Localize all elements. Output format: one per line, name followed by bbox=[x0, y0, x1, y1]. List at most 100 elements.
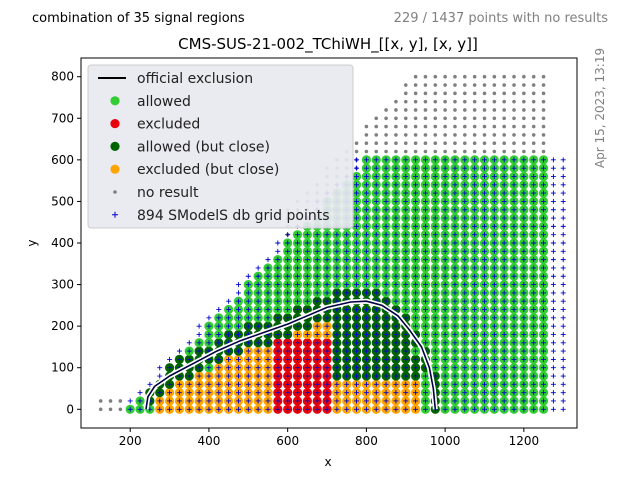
grid-point-marker bbox=[442, 207, 448, 213]
grid-point-marker bbox=[560, 365, 566, 371]
grid-point-marker bbox=[216, 390, 222, 396]
grid-point-marker bbox=[304, 290, 310, 296]
grid-point-marker bbox=[403, 198, 409, 204]
grid-point-marker bbox=[452, 173, 458, 179]
grid-point-marker bbox=[481, 298, 487, 304]
grid-point-marker bbox=[137, 398, 143, 404]
grid-point-marker bbox=[373, 406, 379, 412]
grid-point-marker bbox=[560, 331, 566, 337]
grid-point-marker bbox=[511, 182, 517, 188]
grid-point-marker bbox=[413, 406, 419, 412]
grid-point-marker bbox=[285, 381, 291, 387]
grid-point-marker bbox=[324, 356, 330, 362]
no-result-point bbox=[502, 124, 506, 129]
no-result-point bbox=[374, 116, 379, 121]
no-result-point bbox=[453, 149, 457, 154]
grid-point-marker bbox=[255, 398, 261, 404]
grid-point-marker bbox=[422, 298, 428, 304]
grid-point-marker bbox=[432, 273, 438, 279]
grid-point-marker bbox=[550, 207, 556, 213]
grid-point-marker bbox=[481, 215, 487, 221]
no-result-point bbox=[453, 133, 457, 137]
grid-point-marker bbox=[511, 232, 517, 238]
grid-point-marker bbox=[472, 190, 478, 196]
grid-point-marker bbox=[383, 348, 389, 354]
grid-point-marker bbox=[373, 215, 379, 221]
grid-point-marker bbox=[462, 398, 468, 404]
no-result-point bbox=[394, 108, 398, 112]
grid-point-marker bbox=[235, 373, 241, 379]
grid-point-marker bbox=[275, 265, 281, 271]
no-result-point bbox=[531, 91, 536, 96]
grid-point-marker bbox=[413, 323, 419, 329]
grid-point-marker bbox=[481, 315, 487, 321]
grid-point-marker bbox=[383, 356, 389, 362]
grid-point-marker bbox=[462, 198, 468, 204]
grid-point-marker bbox=[354, 373, 360, 379]
grid-point-marker bbox=[295, 273, 301, 279]
grid-point-marker bbox=[432, 307, 438, 313]
grid-point-marker bbox=[462, 365, 468, 371]
no-result-point bbox=[384, 133, 388, 137]
no-result-point bbox=[433, 149, 438, 154]
grid-point-marker bbox=[137, 406, 143, 412]
grid-point-marker bbox=[521, 165, 527, 171]
no-result-point bbox=[522, 74, 526, 79]
grid-point-marker bbox=[393, 215, 399, 221]
grid-point-marker bbox=[531, 323, 537, 329]
grid-point-marker bbox=[334, 265, 340, 271]
grid-point-marker bbox=[344, 348, 350, 354]
grid-point-marker bbox=[373, 232, 379, 238]
grid-point-marker bbox=[531, 232, 537, 238]
grid-point-marker bbox=[373, 331, 379, 337]
grid-point-marker bbox=[432, 257, 438, 263]
grid-point-marker bbox=[481, 398, 487, 404]
grid-point-marker bbox=[147, 381, 153, 387]
grid-point-marker bbox=[472, 182, 478, 188]
y-tick-label: 600 bbox=[51, 153, 74, 167]
grid-point-marker bbox=[393, 307, 399, 313]
no-result-point bbox=[453, 124, 457, 129]
grid-point-marker bbox=[255, 315, 261, 321]
grid-point-marker bbox=[393, 348, 399, 354]
grid-point-marker bbox=[304, 406, 310, 412]
grid-point-marker bbox=[363, 257, 369, 263]
grid-point-marker bbox=[531, 390, 537, 396]
grid-point-marker bbox=[265, 365, 271, 371]
grid-point-marker bbox=[491, 356, 497, 362]
grid-point-marker bbox=[354, 331, 360, 337]
grid-point-marker bbox=[363, 390, 369, 396]
grid-point-marker bbox=[550, 215, 556, 221]
no-result-point bbox=[374, 141, 379, 146]
no-result-point bbox=[541, 141, 546, 146]
grid-point-marker bbox=[255, 406, 261, 412]
grid-point-marker bbox=[363, 282, 369, 288]
grid-point-marker bbox=[167, 381, 173, 387]
grid-point-marker bbox=[432, 223, 438, 229]
grid-point-marker bbox=[511, 356, 517, 362]
no-result-point bbox=[502, 149, 506, 154]
grid-point-marker bbox=[403, 190, 409, 196]
no-result-point bbox=[531, 141, 536, 146]
grid-point-marker bbox=[403, 273, 409, 279]
grid-point-marker bbox=[295, 365, 301, 371]
grid-point-marker bbox=[255, 390, 261, 396]
grid-point-marker bbox=[541, 265, 547, 271]
grid-point-marker bbox=[541, 315, 547, 321]
grid-point-marker bbox=[304, 381, 310, 387]
grid-point-marker bbox=[127, 398, 133, 404]
grid-point-marker bbox=[462, 248, 468, 254]
grid-point-marker bbox=[265, 348, 271, 354]
grid-point-marker bbox=[531, 215, 537, 221]
grid-point-marker bbox=[255, 323, 261, 329]
grid-point-marker bbox=[422, 373, 428, 379]
grid-point-marker bbox=[432, 240, 438, 246]
grid-point-marker bbox=[285, 340, 291, 346]
grid-point-marker bbox=[304, 340, 310, 346]
grid-point-marker bbox=[245, 290, 251, 296]
grid-point-marker bbox=[245, 340, 251, 346]
grid-point-marker bbox=[531, 207, 537, 213]
grid-point-marker bbox=[373, 273, 379, 279]
no-result-point bbox=[512, 99, 516, 104]
grid-point-marker bbox=[383, 331, 389, 337]
